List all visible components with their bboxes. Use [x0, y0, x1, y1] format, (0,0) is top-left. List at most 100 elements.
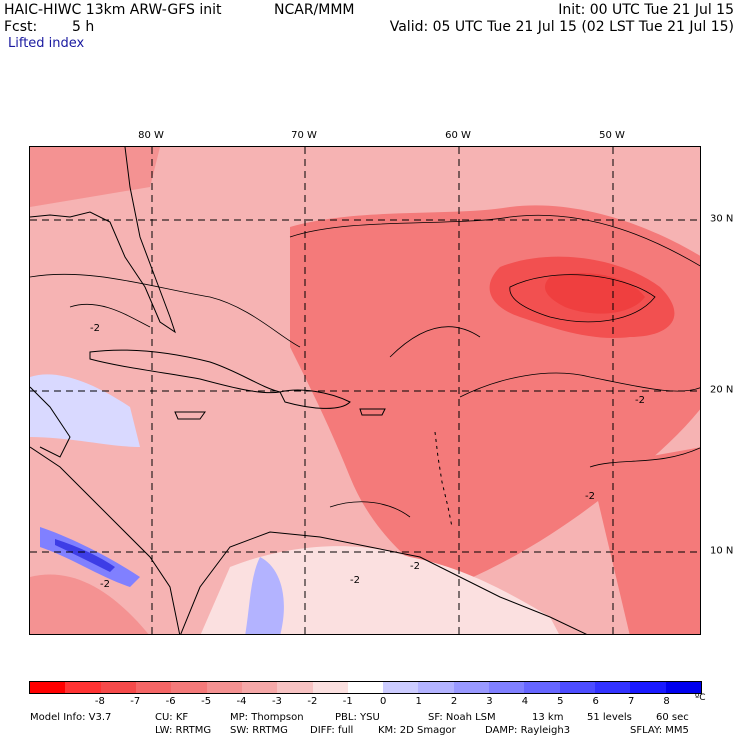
mp-scheme: MP: Thompson: [230, 712, 304, 723]
colorbar-segment: [312, 682, 348, 693]
lat-label-10n: 10 N: [710, 545, 734, 557]
colorbar-segment: [453, 682, 490, 693]
colorbar-tick-label: -2: [307, 696, 318, 707]
forecast-label: Fcst:: [4, 19, 38, 35]
lat-label-20n: 20 N: [710, 384, 734, 396]
colorbar-tick-label: -3: [271, 696, 282, 707]
colorbar-tick-label: 3: [486, 696, 493, 707]
contour-line: [589, 447, 700, 468]
forecast-hour: 5 h: [72, 19, 95, 35]
colorbar-unit: ºC: [695, 693, 706, 703]
time-step: 60 sec: [656, 712, 689, 723]
lat-label-30n: 30 N: [710, 213, 734, 225]
lifted-index-map: -2 -2 -2 -2 -2 -2: [29, 146, 701, 635]
contour-line: [69, 303, 151, 328]
moderate-instability-region-east: [590, 447, 700, 634]
field-name: Lifted index: [8, 36, 85, 51]
colorbar-segment: [277, 682, 313, 693]
stable-region-south-america: [245, 557, 284, 634]
map-canvas: -2 -2 -2 -2 -2 -2: [30, 147, 700, 634]
grid-resolution: 13 km: [532, 712, 564, 723]
colorbar-tick-label: 6: [592, 696, 599, 707]
strong-instability-core: [545, 273, 645, 314]
contour-label: -2: [410, 561, 420, 572]
colorbar-segment: [206, 682, 242, 693]
diffusion: DIFF: full: [310, 725, 354, 736]
colorbar-tick-label: 4: [521, 696, 529, 707]
surface-layer: SFLAY: MM5: [630, 725, 689, 736]
colorbar-tick-label: 5: [557, 696, 564, 707]
contour-line: [389, 326, 481, 358]
coastline-yucatan: [30, 386, 71, 458]
colorbar-segment: [559, 682, 595, 693]
colorbar-segment: [100, 682, 136, 693]
map-title: HAIC-HIWC 13km ARW-GFS init: [4, 2, 222, 18]
init-time: Init: 00 UTC Tue 21 Jul 15: [558, 2, 734, 18]
contour-line: [289, 214, 700, 267]
colorbar-segment: [347, 682, 384, 693]
contour-line: [509, 274, 656, 323]
colorbar: [29, 681, 702, 694]
colorbar-labels: -8 -7 -6 -5 -4 -3 -2 -1 0 1 2 3 4 5 6 7 8: [29, 696, 702, 708]
contour-label: -2: [635, 395, 645, 406]
colorbar-segment: [241, 682, 278, 693]
damping: DAMP: Rayleigh3: [485, 725, 571, 736]
km-option: KM: 2D Smagor: [378, 725, 456, 736]
colorbar-tick-label: 1: [415, 696, 422, 707]
coastline-south-america: [180, 531, 587, 634]
contour-line: [30, 273, 301, 348]
colorbar-tick-label: 2: [450, 696, 458, 707]
colorbar-tick-label: -8: [94, 696, 105, 707]
colorbar-tick-label: -7: [130, 696, 141, 707]
colorbar-tick-label: 7: [627, 696, 635, 707]
coastline-hispaniola: [279, 389, 351, 409]
colorbar-tick-label: -6: [165, 696, 176, 707]
vertical-levels: 51 levels: [587, 712, 632, 723]
contour-line: [329, 501, 411, 518]
lon-label-80w: 80 W: [138, 130, 164, 141]
moderate-instability-region-north: [30, 147, 160, 207]
colorbar-tick-label: -1: [342, 696, 353, 707]
colorbar-segment: [665, 682, 701, 693]
sw-scheme: SW: RRTMG: [230, 725, 288, 736]
valid-time: Valid: 05 UTC Tue 21 Jul 15 (02 LST Tue …: [389, 19, 734, 35]
colorbar-segment: [595, 682, 631, 693]
lon-label-70w: 70 W: [291, 130, 317, 141]
colorbar-tick-label: 8: [663, 696, 670, 707]
colorbar-segment: [418, 682, 454, 693]
contour-label: -2: [90, 323, 100, 334]
coastline-jamaica: [174, 411, 206, 420]
lw-scheme: LW: RRTMG: [155, 725, 212, 736]
colorbar-segment: [383, 682, 419, 693]
contour-label: -2: [100, 579, 110, 590]
coastline-puerto-rico: [359, 408, 386, 416]
coastline-cuba: [89, 349, 281, 394]
stable-region-central-america-core: [55, 539, 115, 572]
moderate-instability-region-south: [30, 574, 149, 634]
colorbar-segment: [524, 682, 560, 693]
model-info: Model Info: V3.7: [30, 712, 112, 723]
colorbar-segment: [30, 682, 66, 693]
colorbar-segment: [489, 682, 525, 693]
cu-scheme: CU: KF: [155, 712, 189, 723]
stable-region-caribbean: [200, 546, 559, 634]
sf-scheme: SF: Noah LSM: [428, 712, 496, 723]
colorbar-tick-label: 0: [380, 696, 387, 707]
contour-label: -2: [350, 575, 360, 586]
stable-region-west: [30, 374, 140, 447]
contour-label: -2: [585, 491, 595, 502]
colorbar-tick-label: -4: [236, 696, 247, 707]
colorbar-segment: [630, 682, 666, 693]
lon-label-60w: 60 W: [445, 130, 471, 141]
colorbar-segment: [135, 682, 172, 693]
contour-line: [459, 372, 700, 398]
colorbar-tick-label: -5: [201, 696, 212, 707]
lon-label-50w: 50 W: [599, 130, 625, 141]
colorbar-segment: [65, 682, 101, 693]
coastline-central-america: [30, 446, 181, 634]
lesser-antilles: [434, 431, 453, 528]
organization-label: NCAR/MMM: [274, 2, 355, 18]
pbl-scheme: PBL: YSU: [335, 712, 380, 723]
colorbar-segment: [171, 682, 207, 693]
lat-lon-grid: [30, 147, 700, 634]
